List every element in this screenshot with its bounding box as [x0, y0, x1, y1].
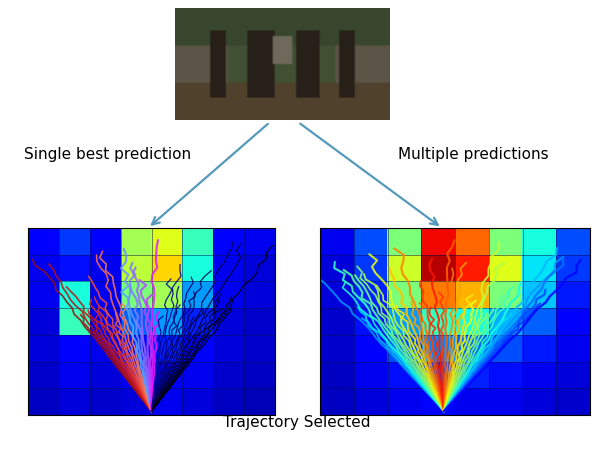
- Text: Trajectory Selected: Trajectory Selected: [223, 415, 371, 430]
- Text: Single best prediction: Single best prediction: [24, 148, 191, 162]
- Text: Multiple predictions: Multiple predictions: [398, 148, 548, 162]
